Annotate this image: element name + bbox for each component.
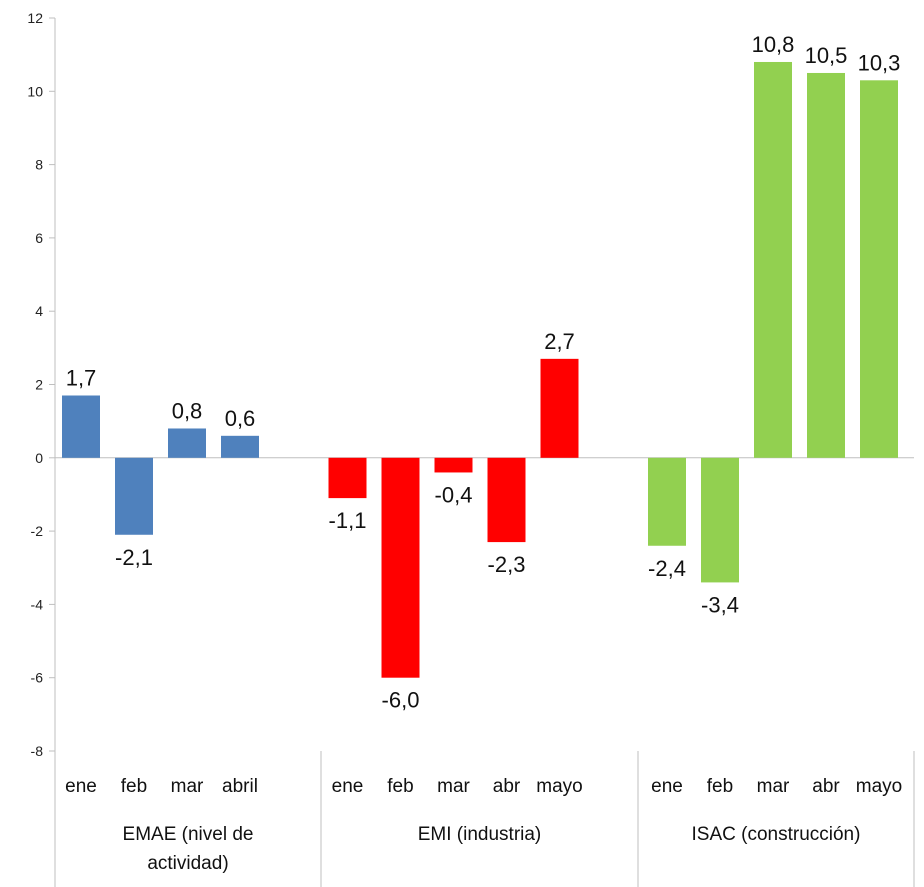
data-label: -2,4 (648, 556, 686, 581)
x-category-label: ene (651, 776, 683, 797)
x-category-label: ene (65, 776, 97, 797)
y-tick-label: 10 (27, 83, 43, 99)
labels-layer: 1,7 ene -2,1 feb 0,8 mar 0,6 abril EMAE (nivel d… (65, 32, 902, 874)
data-label: -0,4 (435, 482, 473, 507)
x-category-label: mar (437, 776, 470, 797)
data-label: -6,0 (382, 688, 420, 713)
data-label: 0,8 (172, 398, 203, 423)
data-label: 10,5 (805, 43, 848, 68)
x-category-label: mayo (856, 776, 902, 797)
y-tick-label: -8 (31, 743, 44, 759)
x-category-label: feb (707, 776, 733, 797)
y-tick-label: 6 (35, 230, 43, 246)
y-tick-label: 2 (35, 377, 43, 393)
group-label: ISAC (construcción) (692, 824, 861, 845)
bar (221, 435, 259, 458)
x-category-label: abr (493, 776, 521, 797)
data-label: 10,8 (752, 32, 795, 57)
x-category-label: abril (222, 776, 258, 797)
bar (168, 428, 206, 458)
x-category-label: feb (121, 776, 147, 797)
bar (115, 457, 153, 535)
data-label: -2,3 (488, 552, 526, 577)
bar (328, 457, 367, 499)
data-label: 1,7 (66, 365, 97, 390)
bar (754, 61, 792, 458)
bars-layer (62, 61, 898, 678)
bar (807, 72, 845, 458)
group-label: actividad) (147, 853, 228, 874)
x-category-label: ene (332, 776, 364, 797)
y-tick-label: 4 (35, 303, 43, 319)
data-label: 2,7 (544, 329, 575, 354)
bar (540, 358, 579, 458)
y-tick-label: -4 (31, 596, 44, 612)
y-tick-label: 12 (27, 10, 43, 26)
y-tick-label: -6 (31, 670, 44, 686)
bar (62, 395, 100, 458)
y-tick-label: 0 (35, 450, 43, 466)
bar (648, 457, 686, 546)
group-label: EMAE (nivel de (123, 824, 254, 845)
data-label: 10,3 (858, 50, 901, 75)
data-label: -2,1 (115, 545, 153, 570)
bar (860, 80, 898, 458)
data-label: 0,6 (225, 406, 256, 431)
y-tick-label: -2 (31, 523, 44, 539)
x-category-label: mar (171, 776, 204, 797)
y-tick-label: 8 (35, 157, 43, 173)
group-label: EMI (industria) (418, 824, 542, 845)
x-category-label: abr (812, 776, 840, 797)
bar (487, 457, 526, 543)
bar (701, 457, 739, 583)
x-category-label: feb (387, 776, 413, 797)
x-category-label: mayo (536, 776, 582, 797)
data-label: -3,4 (701, 592, 739, 617)
data-label: -1,1 (329, 508, 367, 533)
x-category-label: mar (757, 776, 790, 797)
bar (434, 457, 473, 473)
bar (381, 457, 420, 678)
